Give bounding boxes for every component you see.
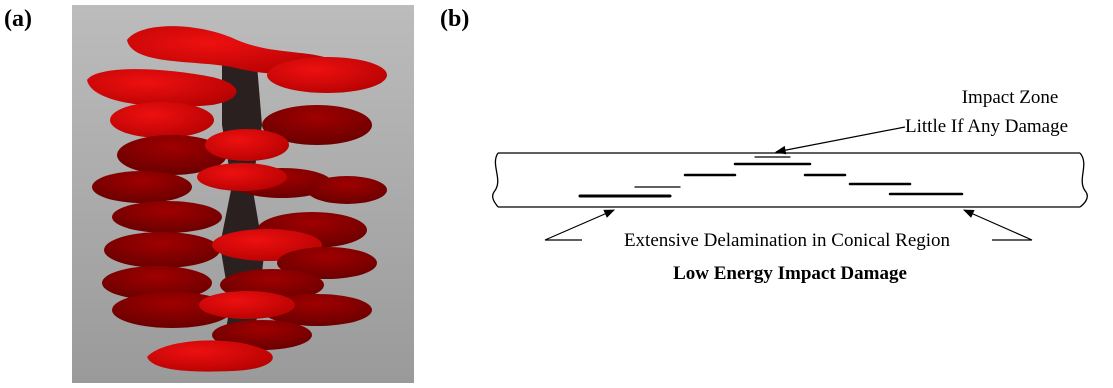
petal [262,105,372,145]
petal [112,201,222,233]
plate-right-break [1079,152,1088,208]
render-svg [72,5,414,383]
petal-layer-9 [112,291,372,328]
petal-layer-4 [117,129,289,175]
panel-a-label: (a) [4,6,32,32]
petal [102,266,212,300]
petal-layer-7 [104,229,377,279]
petal-layer-3 [110,102,372,145]
petal-layer-10 [147,320,312,372]
petal [197,163,287,191]
left-delamination-arrow [544,209,615,241]
petal-layer-1 [127,26,332,75]
impact-zone-label: Impact Zone [962,87,1059,108]
petal-layer-2 [87,57,387,107]
petal [110,102,214,138]
petal [267,57,387,93]
petal [147,340,273,372]
petal [199,291,295,319]
right-delamination-arrow [963,209,1033,241]
diagram-caption: Low Energy Impact Damage [673,263,907,284]
little-damage-label: Little If Any Damage [905,116,1068,137]
impact-damage-diagram: Impact Zone Little If Any Damage Extensi… [480,60,1110,300]
impact-zone-arrow [774,126,906,155]
diagram-svg: Impact Zone Little If Any Damage Extensi… [492,87,1088,284]
petal [277,247,377,279]
extensive-delamination-label: Extensive Delamination in Conical Region [624,230,951,251]
petal [117,135,227,175]
petal [87,69,237,107]
petal-layer-5 [92,163,387,204]
laminate-plate [492,152,1088,208]
delamination-3d-render [72,5,414,383]
petal [127,26,332,75]
petal [104,232,220,268]
petal [92,171,192,203]
petal [205,129,289,161]
panel-b-label: (b) [440,6,470,32]
delamination-lines [578,156,964,198]
plate-left-break [492,152,499,208]
petal [307,176,387,204]
